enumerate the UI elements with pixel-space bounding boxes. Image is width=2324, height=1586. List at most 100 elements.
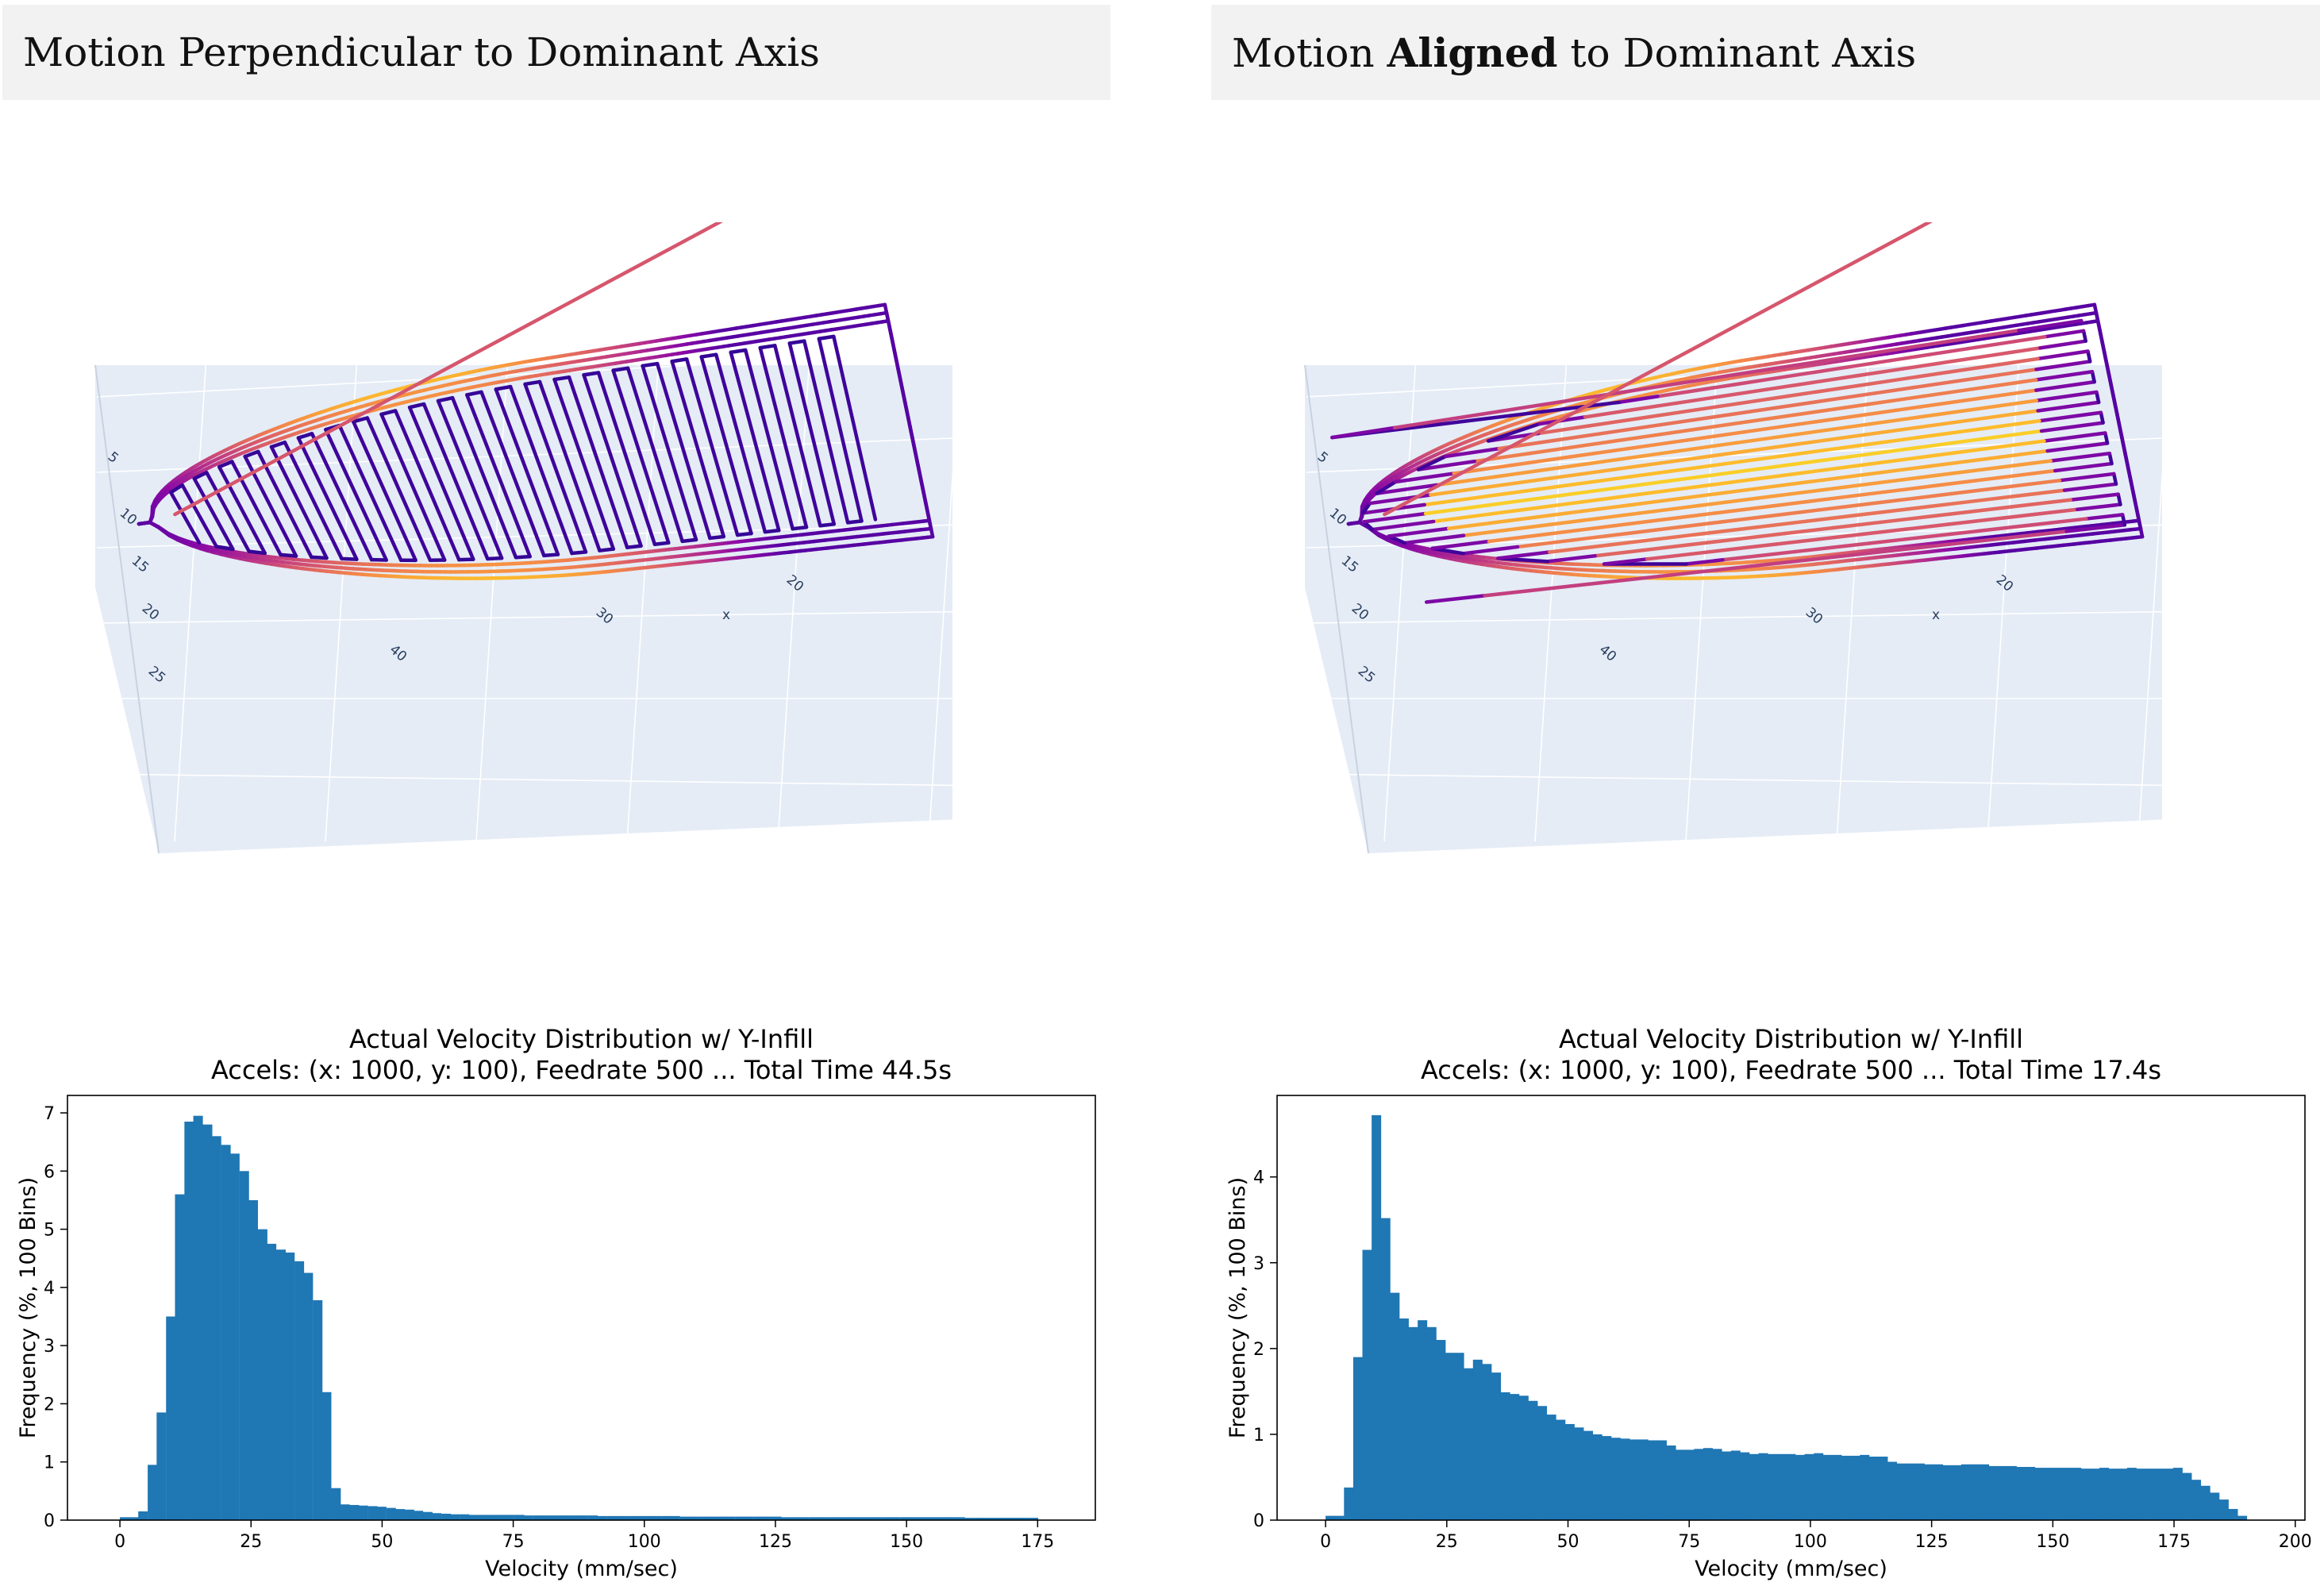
- y-tick-label: 2: [1253, 1340, 1264, 1360]
- y-tick-label: 7: [44, 1104, 55, 1124]
- histogram-bar: [1482, 1364, 1491, 1520]
- histogram-bar: [1390, 1293, 1399, 1520]
- histogram-bar: [377, 1507, 387, 1520]
- histogram-bar: [1897, 1464, 1907, 1520]
- velocity-histogram: Actual Velocity Distribution w/ Y-Infill…: [0, 1012, 1114, 1583]
- histogram-bar: [1713, 1449, 1722, 1520]
- chart-subtitle: Accels: (x: 1000, y: 100), Feedrate 500 …: [211, 1055, 952, 1085]
- histogram-bar: [148, 1465, 157, 1520]
- histogram-bar: [2099, 1468, 2109, 1520]
- histogram-bar: [1445, 1353, 1455, 1520]
- histogram-bar: [1501, 1392, 1510, 1520]
- x-tick-label: 125: [1915, 1532, 1949, 1552]
- y-tick-label: 3: [1253, 1254, 1264, 1274]
- histogram-bar: [524, 1515, 533, 1520]
- right-title-pre: Motion: [1232, 30, 1387, 76]
- histogram-bar: [2173, 1468, 2183, 1520]
- histogram-bar: [1455, 1353, 1464, 1520]
- x-tick-label: 150: [890, 1532, 923, 1552]
- histogram-bar: [478, 1515, 487, 1520]
- histogram-bar: [423, 1512, 433, 1520]
- histogram-bar: [1869, 1457, 1879, 1520]
- histogram-bar: [1335, 1516, 1345, 1520]
- histogram-bar: [2044, 1468, 2053, 1520]
- toolpath-segment: [627, 546, 641, 548]
- toolpath-segment: [614, 368, 629, 371]
- histogram-bar: [2072, 1468, 2081, 1520]
- toolpath-segment: [311, 557, 326, 558]
- histogram-bar: [1611, 1438, 1621, 1520]
- toolpath-segment: [342, 559, 357, 560]
- histogram-bar: [1473, 1360, 1483, 1520]
- histogram-bar: [2026, 1467, 2035, 1520]
- y-axis-label: Frequency (%, 100 Bins): [16, 1177, 40, 1438]
- histogram-bar: [1436, 1340, 1445, 1520]
- histogram-bar: [1998, 1466, 2007, 1520]
- histogram-bar: [1491, 1372, 1501, 1520]
- toolpath-plot-aligned[interactable]: 51015202510203040xvelocity02040608010012…: [1210, 222, 2162, 873]
- y-tick-label: 4: [44, 1279, 55, 1299]
- left-panel-header: Motion Perpendicular to Dominant Axis: [2, 5, 1110, 100]
- histogram-bar: [341, 1504, 350, 1520]
- histogram-bar: [1344, 1488, 1353, 1520]
- histogram-bar: [1694, 1449, 1703, 1520]
- bars-group: [120, 1116, 1038, 1520]
- histogram-bar: [1648, 1440, 1657, 1520]
- histogram-bar: [321, 1392, 331, 1520]
- x-tick-label: 50: [371, 1532, 393, 1552]
- toolpath-segment: [702, 355, 717, 357]
- toolpath-segment: [710, 537, 723, 538]
- toolpath-segment: [2006, 337, 2045, 343]
- histogram-bar: [2210, 1492, 2219, 1520]
- histogram-bar: [1418, 1320, 1427, 1520]
- histogram-bar: [294, 1261, 304, 1520]
- histogram-bar: [1768, 1454, 1777, 1520]
- toolpath-segment: [139, 523, 144, 524]
- toolpath-plot-perpendicular[interactable]: 51015202510203040xvelocity02040608010012…: [0, 222, 952, 873]
- toolpath-scene[interactable]: 51015202510203040xvelocity02040608010012…: [0, 222, 952, 873]
- toolpath-segment: [760, 345, 775, 348]
- histogram-bar: [2237, 1516, 2247, 1520]
- histogram-aligned: Actual Velocity Distribution w/ Y-Infill…: [1210, 1012, 2324, 1583]
- histogram-bar: [1933, 1465, 1943, 1520]
- histogram-bar: [2109, 1469, 2118, 1520]
- histogram-bar: [414, 1511, 423, 1520]
- y-tick-label: 0: [44, 1511, 55, 1531]
- toolpath-segment: [1890, 355, 1929, 361]
- y-axis-label: Frequency (%, 100 Bins): [1225, 1177, 1250, 1438]
- x-tick-label: 125: [759, 1532, 792, 1552]
- histogram-bar: [1814, 1453, 1823, 1520]
- right-title-post: to Dominant Axis: [1557, 30, 1916, 76]
- histogram-bar: [313, 1300, 322, 1520]
- histogram-bar: [1952, 1465, 1961, 1520]
- toolpath-segment: [2045, 331, 2084, 337]
- histogram-bar: [1326, 1516, 1335, 1520]
- toolpath-scene[interactable]: 51015202510203040xvelocity02040608010012…: [1210, 222, 2162, 873]
- histogram-bar: [1510, 1394, 1519, 1520]
- histogram-bar: [2164, 1469, 2173, 1520]
- histogram-bar: [1786, 1454, 1795, 1520]
- histogram-bar: [560, 1515, 570, 1520]
- x-tick-label: 0: [1320, 1532, 1331, 1552]
- histogram-bar: [1519, 1395, 1529, 1520]
- histogram-bar: [1399, 1318, 1409, 1520]
- histogram-bar: [248, 1200, 258, 1520]
- histogram-bar: [1639, 1439, 1649, 1520]
- y-tick-label: 1: [1253, 1426, 1264, 1445]
- histogram-bar: [1841, 1456, 1851, 1520]
- toolpath-segment: [1995, 348, 2040, 355]
- histogram-perpendicular: Actual Velocity Distribution w/ Y-Infill…: [0, 1012, 1114, 1583]
- chart-title: Actual Velocity Distribution w/ Y-Infill: [349, 1024, 814, 1054]
- histogram-bar: [2118, 1469, 2127, 1520]
- histogram-bar: [1740, 1453, 1749, 1520]
- histogram-bar: [552, 1515, 561, 1520]
- toolpath-segment: [1349, 523, 1354, 524]
- histogram-bar: [1667, 1445, 1676, 1520]
- bars-group: [1326, 1115, 2247, 1520]
- y-tick-label: 2: [44, 1395, 55, 1415]
- histogram-bar: [515, 1515, 525, 1520]
- histogram-bar: [1805, 1454, 1814, 1520]
- x-axis-label: x: [1932, 607, 1940, 623]
- histogram-bar: [230, 1153, 240, 1520]
- histogram-bar: [349, 1505, 359, 1520]
